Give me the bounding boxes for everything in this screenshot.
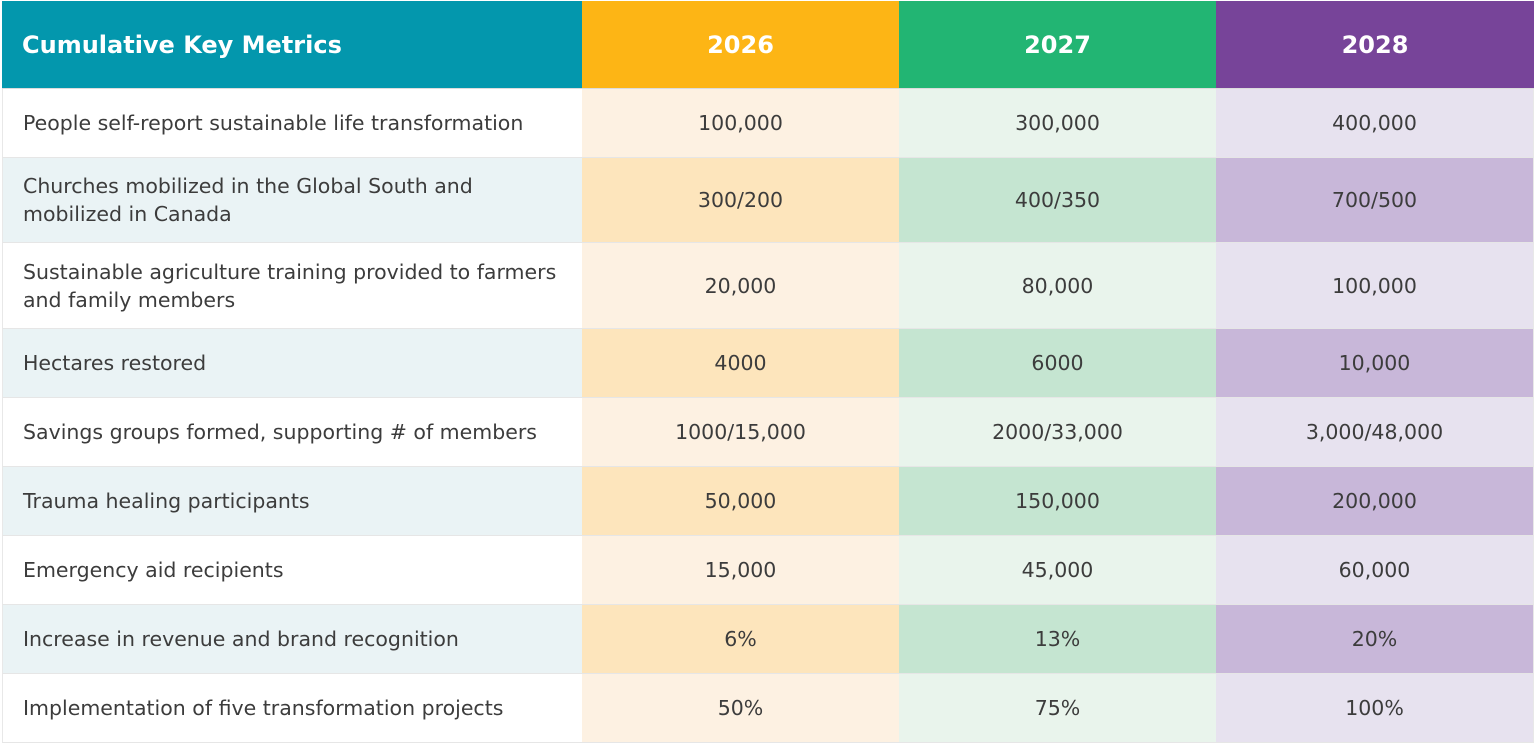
metric-label: Churches mobilized in the Global South a… bbox=[2, 158, 582, 243]
metric-value-2027: 75% bbox=[899, 674, 1216, 743]
metric-value-2027: 400/350 bbox=[899, 158, 1216, 243]
metric-value-2027: 6000 bbox=[899, 329, 1216, 398]
metric-value-2027: 45,000 bbox=[899, 536, 1216, 605]
metric-label: Hectares restored bbox=[2, 329, 582, 398]
metric-value-2026: 20,000 bbox=[582, 243, 899, 329]
column-header-2028: 2028 bbox=[1216, 1, 1534, 89]
metric-value-2026: 15,000 bbox=[582, 536, 899, 605]
metric-value-2026: 300/200 bbox=[582, 158, 899, 243]
column-header-2026: 2026 bbox=[582, 1, 899, 89]
metric-value-2026: 6% bbox=[582, 605, 899, 674]
metric-value-2028: 100,000 bbox=[1216, 243, 1534, 329]
metric-value-2028: 3,000/48,000 bbox=[1216, 398, 1534, 467]
metric-label: Implementation of five transformation pr… bbox=[2, 674, 582, 743]
metric-value-2028: 700/500 bbox=[1216, 158, 1534, 243]
column-header-2027: 2027 bbox=[899, 1, 1216, 89]
table-title: Cumulative Key Metrics bbox=[2, 1, 582, 89]
metric-value-2028: 60,000 bbox=[1216, 536, 1534, 605]
metric-value-2027: 150,000 bbox=[899, 467, 1216, 536]
metric-value-2026: 100,000 bbox=[582, 89, 899, 158]
metric-value-2027: 80,000 bbox=[899, 243, 1216, 329]
metric-value-2028: 200,000 bbox=[1216, 467, 1534, 536]
metric-label: Savings groups formed, supporting # of m… bbox=[2, 398, 582, 467]
metric-value-2027: 13% bbox=[899, 605, 1216, 674]
metric-value-2028: 20% bbox=[1216, 605, 1534, 674]
metric-value-2028: 10,000 bbox=[1216, 329, 1534, 398]
metric-value-2026: 50% bbox=[582, 674, 899, 743]
metric-value-2026: 4000 bbox=[582, 329, 899, 398]
metric-label: People self-report sustainable life tran… bbox=[2, 89, 582, 158]
metric-value-2028: 400,000 bbox=[1216, 89, 1534, 158]
metric-label: Sustainable agriculture training provide… bbox=[2, 243, 582, 329]
metric-value-2026: 50,000 bbox=[582, 467, 899, 536]
metric-label: Trauma healing participants bbox=[2, 467, 582, 536]
metric-value-2026: 1000/15,000 bbox=[582, 398, 899, 467]
metric-value-2028: 100% bbox=[1216, 674, 1534, 743]
metric-label: Increase in revenue and brand recognitio… bbox=[2, 605, 582, 674]
metric-value-2027: 300,000 bbox=[899, 89, 1216, 158]
metric-value-2027: 2000/33,000 bbox=[899, 398, 1216, 467]
metric-label: Emergency aid recipients bbox=[2, 536, 582, 605]
